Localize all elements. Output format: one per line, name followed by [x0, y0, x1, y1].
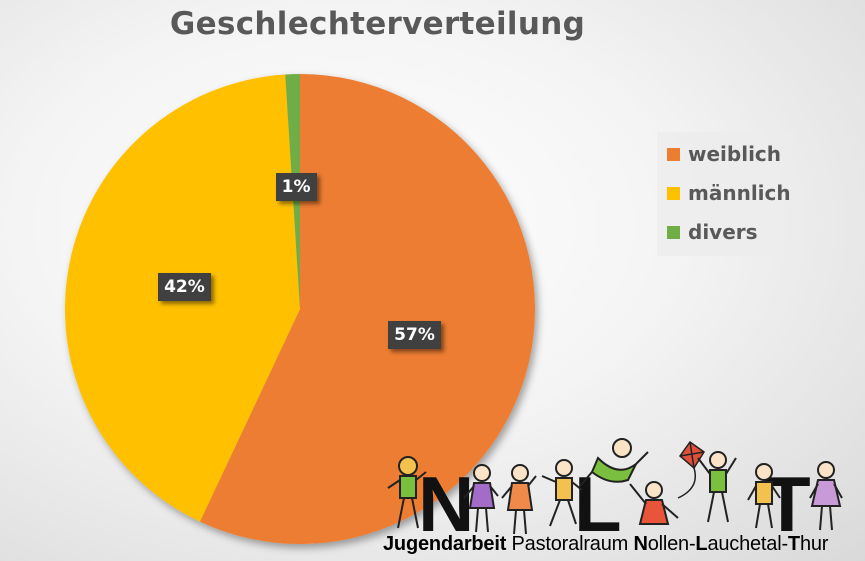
logo-caption-part: hur [799, 533, 829, 555]
logo-caption-part: T [787, 533, 800, 555]
figure-icon [629, 481, 679, 525]
logo-caption-part: N [633, 533, 648, 555]
kite-icon [677, 440, 706, 499]
figure-icon [387, 456, 427, 529]
figure-icon [463, 464, 499, 533]
figure-icon [697, 451, 737, 523]
pie-slice-weiblich [199, 74, 535, 544]
nlt-logo: N L T [387, 438, 843, 548]
figure-icon [809, 461, 843, 531]
legend-label: weiblich [688, 142, 782, 166]
legend-swatch [667, 147, 680, 161]
figure-icon [747, 463, 781, 529]
figure-icon [579, 438, 649, 487]
logo-caption-part: L [695, 533, 708, 555]
logo-caption: Jugendarbeit Pastoralraum Nollen-Lauchet… [383, 533, 828, 556]
figure-icon [501, 464, 537, 535]
logo-caption-part: Jugendarbeit [383, 533, 507, 555]
logo-caption-part: ollen- [647, 533, 696, 555]
data-label-divers: 1% [275, 172, 317, 201]
chart-title: Geschlechterverteilung [169, 6, 586, 42]
data-label-weiblich: 57% [388, 320, 441, 349]
legend-item-1: männlich [667, 179, 791, 207]
legend-item-0: weiblich [667, 140, 781, 168]
legend-label: divers [688, 220, 758, 244]
legend-item-2: divers [667, 218, 758, 246]
logo-caption-part: Pastoralraum [506, 533, 634, 555]
legend-swatch [667, 225, 680, 239]
logo-caption-part: auchetal- [707, 533, 788, 555]
legend-swatch [667, 186, 680, 200]
figure-icon [541, 459, 583, 527]
data-label-maennlich: 42% [158, 272, 211, 301]
legend-label: männlich [688, 181, 791, 205]
legend: weiblich männlich divers [657, 132, 792, 256]
logo-letter-n: N [418, 460, 474, 548]
